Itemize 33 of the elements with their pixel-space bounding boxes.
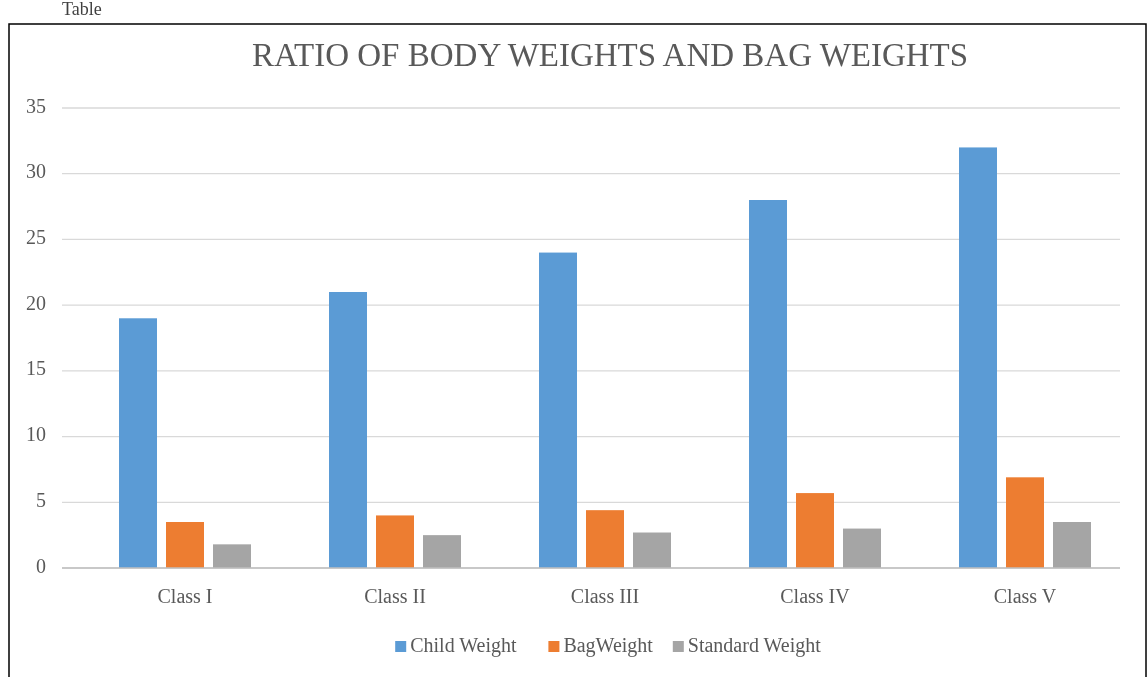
legend-label: BagWeight: [563, 633, 654, 657]
x-tick-label: Class V: [993, 584, 1057, 607]
y-tick-label: 15: [26, 357, 46, 380]
y-tick-label: 30: [26, 160, 46, 183]
bar: [1053, 522, 1091, 568]
bar: [423, 535, 461, 568]
x-tick-label: Class III: [570, 584, 640, 607]
y-tick-label: 10: [26, 423, 46, 446]
bar: [749, 200, 787, 568]
bar: [166, 522, 204, 568]
bar: [959, 147, 997, 568]
bar: [213, 544, 251, 568]
legend-label: Child Weight: [410, 633, 517, 657]
bar: [633, 532, 671, 568]
bar: [376, 515, 414, 568]
y-tick-label: 5: [36, 488, 46, 511]
bar: [796, 493, 834, 568]
bar: [119, 318, 157, 568]
legend-label: Standard Weight: [687, 633, 822, 657]
y-tick-label: 25: [26, 226, 46, 249]
bar: [539, 252, 577, 568]
chart-title: RATIO OF BODY WEIGHTS AND BAG WEIGHTS: [251, 37, 969, 73]
y-tick-label: 20: [26, 291, 46, 314]
x-tick-label: Class II: [364, 584, 426, 607]
bar: [329, 292, 367, 568]
x-tick-label: Class IV: [780, 584, 851, 607]
x-tick-label: Class I: [157, 584, 213, 607]
y-tick-label: 0: [36, 554, 46, 577]
y-tick-label: 35: [26, 94, 46, 117]
text: Table: [62, 0, 102, 20]
bar: [1006, 477, 1044, 568]
bar: [586, 510, 624, 568]
bar: [843, 528, 881, 568]
